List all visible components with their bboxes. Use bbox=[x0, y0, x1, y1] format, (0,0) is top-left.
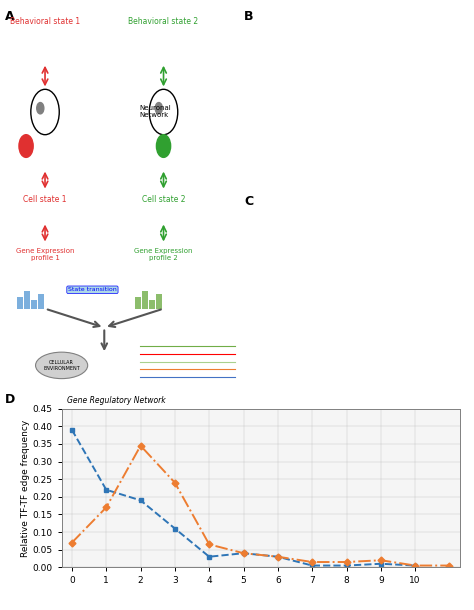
Behavior (mouse) bbox=[138, 497, 144, 504]
Bar bbox=[149, 300, 155, 309]
Development (fruitfly) bbox=[172, 479, 178, 486]
Text: Cell state 1: Cell state 1 bbox=[23, 195, 67, 204]
Development (fruitfly) bbox=[275, 553, 281, 561]
Behavior (mouse) bbox=[103, 486, 109, 493]
Development (fruitfly) bbox=[241, 550, 246, 557]
Development (fruitfly) bbox=[344, 558, 349, 565]
Bar bbox=[38, 293, 44, 309]
Development (fruitfly) bbox=[206, 540, 212, 548]
Ellipse shape bbox=[36, 352, 88, 379]
Bar bbox=[31, 300, 36, 309]
Development (fruitfly) bbox=[138, 442, 144, 450]
Behavior (mouse) bbox=[310, 562, 315, 569]
Development (fruitfly) bbox=[310, 558, 315, 565]
Behavior (mouse) bbox=[412, 562, 418, 569]
Circle shape bbox=[155, 102, 162, 114]
Behavior (mouse) bbox=[206, 553, 212, 561]
Text: CELLULAR
ENVIRONMENT: CELLULAR ENVIRONMENT bbox=[43, 360, 80, 371]
Y-axis label: Relative TF-TF edge frequency: Relative TF-TF edge frequency bbox=[21, 420, 30, 556]
Bar bbox=[24, 290, 29, 309]
Text: C: C bbox=[244, 195, 253, 208]
Text: A: A bbox=[5, 10, 14, 23]
Behavior (mouse) bbox=[172, 525, 178, 532]
Bar bbox=[142, 290, 148, 309]
Text: Behavioral state 2: Behavioral state 2 bbox=[128, 18, 199, 26]
Text: Gene Regulatory Network: Gene Regulatory Network bbox=[67, 396, 165, 404]
Bar bbox=[17, 296, 23, 309]
Circle shape bbox=[156, 135, 171, 157]
Text: Cell state 2: Cell state 2 bbox=[142, 195, 185, 204]
Line: Behavior (mouse): Behavior (mouse) bbox=[70, 428, 418, 568]
Development (fruitfly) bbox=[412, 562, 418, 569]
Behavior (mouse) bbox=[344, 562, 349, 569]
Line: Development (fruitfly): Development (fruitfly) bbox=[70, 443, 452, 568]
Text: B: B bbox=[244, 10, 254, 23]
Circle shape bbox=[37, 102, 44, 114]
Text: Gene Expression
profile 1: Gene Expression profile 1 bbox=[16, 248, 74, 261]
Development (fruitfly) bbox=[69, 539, 75, 547]
Bar bbox=[135, 296, 141, 309]
Bar bbox=[156, 293, 162, 309]
Development (fruitfly) bbox=[103, 504, 109, 511]
Behavior (mouse) bbox=[378, 560, 383, 567]
Development (fruitfly) bbox=[447, 562, 452, 569]
Text: State transition: State transition bbox=[68, 287, 117, 292]
Behavior (mouse) bbox=[69, 426, 75, 434]
Behavior (mouse) bbox=[241, 550, 246, 557]
Text: Neuronal
Network: Neuronal Network bbox=[140, 106, 172, 118]
Circle shape bbox=[19, 135, 33, 157]
Text: Behavioral state 1: Behavioral state 1 bbox=[10, 18, 80, 26]
Behavior (mouse) bbox=[275, 553, 281, 561]
Development (fruitfly) bbox=[378, 556, 383, 564]
Text: Gene Expression
profile 2: Gene Expression profile 2 bbox=[134, 248, 193, 261]
Text: D: D bbox=[5, 393, 15, 406]
